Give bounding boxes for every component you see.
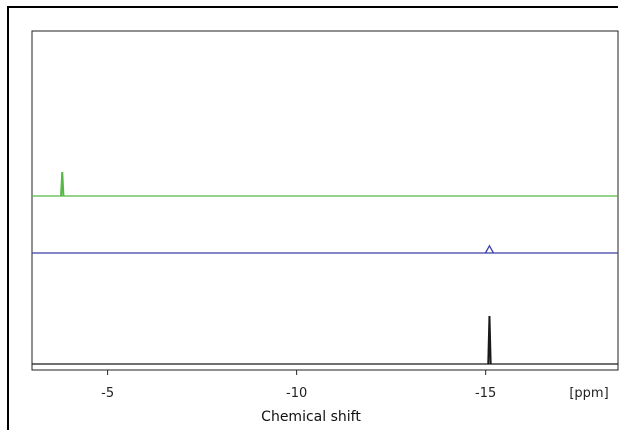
plot-area-border [31, 30, 619, 371]
series-layer [32, 171, 618, 365]
x-tick-label: -5 [101, 386, 114, 401]
x-axis-title: Chemical shift [261, 409, 361, 425]
spectrum-peak-1-1 [60, 171, 65, 197]
x-tick-layer: -5 -10 -15 [101, 370, 496, 401]
x-tick-label: -15 [475, 386, 496, 401]
spectrum-peak-2-1 [484, 244, 495, 254]
spectrum-peak-3-1 [487, 315, 492, 365]
x-tick-label: -10 [286, 386, 307, 401]
x-unit-label: [ppm] [569, 386, 608, 401]
figure-frame [7, 6, 618, 430]
